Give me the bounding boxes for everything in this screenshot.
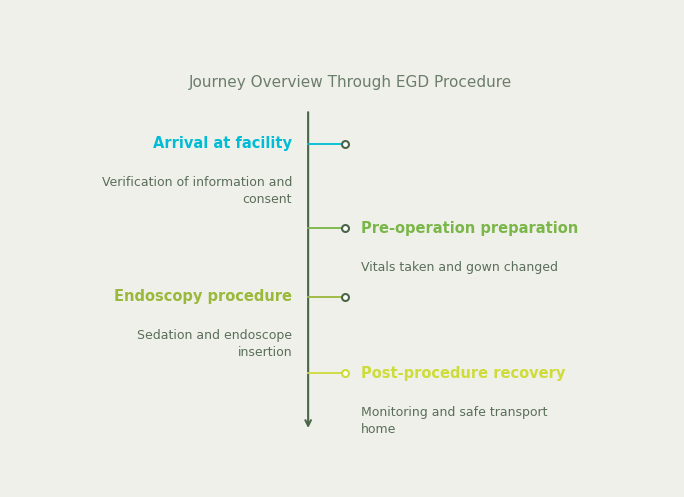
Text: Arrival at facility: Arrival at facility xyxy=(153,136,292,151)
Text: Sedation and endoscope
insertion: Sedation and endoscope insertion xyxy=(137,330,292,359)
Text: Monitoring and safe transport
home: Monitoring and safe transport home xyxy=(361,406,548,436)
Text: Endoscopy procedure: Endoscopy procedure xyxy=(114,289,292,304)
Text: Journey Overview Through EGD Procedure: Journey Overview Through EGD Procedure xyxy=(189,75,512,90)
Text: Post-procedure recovery: Post-procedure recovery xyxy=(361,366,566,381)
Text: Pre-operation preparation: Pre-operation preparation xyxy=(361,221,579,236)
Text: Verification of information and
consent: Verification of information and consent xyxy=(102,176,292,206)
Text: Vitals taken and gown changed: Vitals taken and gown changed xyxy=(361,260,558,273)
